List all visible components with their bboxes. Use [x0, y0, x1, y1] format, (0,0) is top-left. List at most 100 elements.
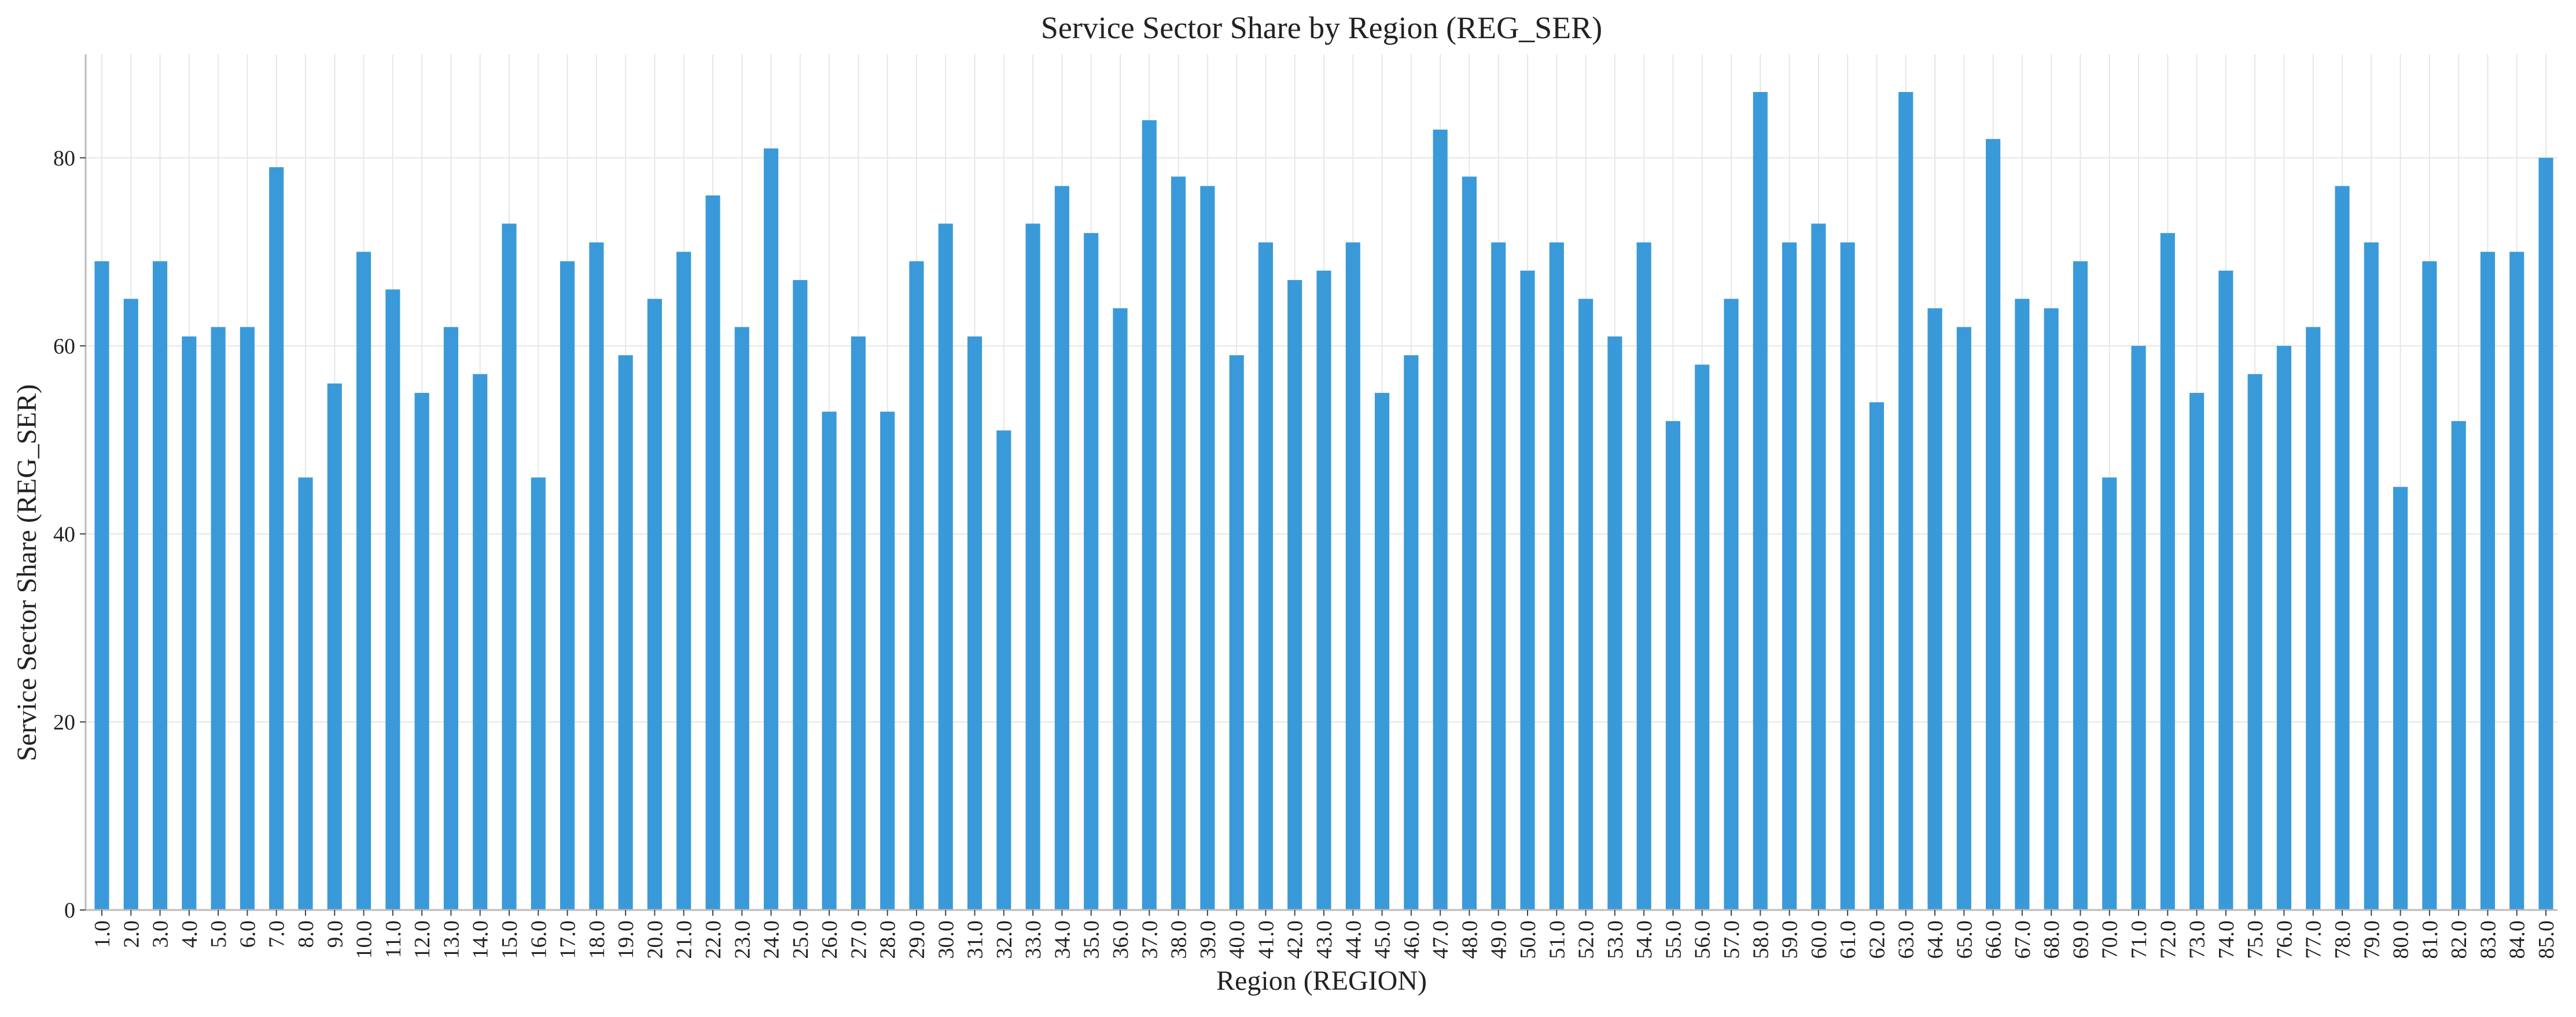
x-tick-label-15: 16.0: [527, 920, 551, 959]
bar-20.0: [647, 299, 662, 910]
bar-68.0: [2044, 308, 2059, 910]
bar-17.0: [560, 261, 575, 910]
x-tick-label-13: 14.0: [469, 920, 493, 959]
x-tick-label-58: 59.0: [1778, 920, 1802, 959]
bar-81.0: [2422, 261, 2437, 910]
x-tick-label-9: 10.0: [352, 920, 377, 959]
bar-34.0: [1054, 186, 1069, 910]
y-tick-label-4: 80: [53, 146, 75, 171]
x-tick-label-50: 51.0: [1545, 920, 1569, 959]
bar-37.0: [1142, 120, 1157, 910]
bar-66.0: [1986, 139, 2001, 911]
bar-25.0: [793, 280, 808, 911]
bar-6.0: [240, 327, 255, 910]
bar-38.0: [1171, 176, 1186, 911]
bar-21.0: [676, 252, 691, 911]
bar-71.0: [2131, 345, 2146, 910]
bar-30.0: [938, 223, 953, 910]
x-tick-label-44: 45.0: [1371, 920, 1395, 959]
x-tick-label-29: 30.0: [934, 920, 958, 959]
bar-31.0: [967, 336, 982, 910]
x-tick-label-30: 31.0: [963, 920, 988, 959]
bar-78.0: [2335, 186, 2350, 910]
bar-15.0: [502, 223, 517, 910]
x-tick-label-79: 80.0: [2389, 920, 2413, 959]
bar-52.0: [1578, 299, 1594, 910]
x-tick-label-20: 21.0: [672, 920, 697, 959]
x-tick-label-14: 15.0: [498, 920, 522, 959]
bar-46.0: [1404, 355, 1419, 910]
x-tick-label-36: 37.0: [1138, 920, 1162, 959]
bar-50.0: [1520, 270, 1535, 910]
x-tick-label-26: 27.0: [847, 920, 871, 959]
bar-77.0: [2306, 327, 2321, 910]
bar-19.0: [618, 355, 633, 910]
x-tick-label-57: 58.0: [1749, 920, 1773, 959]
x-tick-label-3: 4.0: [178, 920, 202, 948]
bar-63.0: [1898, 92, 1913, 910]
bar-29.0: [909, 261, 924, 910]
bar-16.0: [531, 477, 546, 910]
bar-42.0: [1287, 280, 1302, 911]
bar-64.0: [1927, 308, 1942, 910]
bar-9.0: [327, 383, 342, 910]
x-tick-label-43: 44.0: [1341, 920, 1366, 959]
x-tick-label-60: 61.0: [1836, 920, 1860, 959]
bar-65.0: [1956, 327, 1971, 910]
x-tick-label-74: 75.0: [2243, 920, 2268, 959]
bar-84.0: [2509, 252, 2525, 911]
bar-73.0: [2189, 393, 2205, 910]
x-tick-label-70: 71.0: [2127, 920, 2151, 959]
x-tick-label-53: 54.0: [1632, 920, 1657, 959]
x-tick-label-11: 12.0: [410, 920, 435, 959]
y-tick-label-0: 0: [64, 898, 75, 923]
x-tick-label-24: 25.0: [789, 920, 813, 959]
y-tick-label-2: 40: [53, 522, 75, 547]
x-tick-label-84: 85.0: [2534, 920, 2559, 959]
x-tick-label-5: 6.0: [235, 920, 260, 948]
bar-4.0: [182, 336, 197, 910]
x-tick-label-28: 29.0: [905, 920, 929, 959]
bar-56.0: [1695, 364, 1710, 910]
x-tick-label-12: 13.0: [439, 920, 463, 959]
bar-5.0: [211, 327, 226, 910]
x-tick-label-76: 77.0: [2302, 920, 2326, 959]
bar-11.0: [385, 289, 400, 910]
x-tick-label-17: 18.0: [585, 920, 609, 959]
x-tick-label-7: 8.0: [294, 920, 318, 948]
x-tick-label-56: 57.0: [1720, 920, 1744, 959]
x-tick-label-34: 35.0: [1080, 920, 1104, 959]
x-tick-label-19: 20.0: [643, 920, 667, 959]
bar-32.0: [996, 430, 1011, 910]
bar-49.0: [1491, 242, 1506, 910]
x-tick-label-25: 26.0: [818, 920, 842, 959]
x-tick-label-1: 2.0: [119, 920, 143, 948]
axes: [84, 54, 2557, 911]
bar-40.0: [1229, 355, 1244, 910]
bar-44.0: [1345, 242, 1360, 910]
x-tick-label-46: 47.0: [1429, 920, 1453, 959]
x-tick-label-47: 48.0: [1458, 920, 1482, 959]
x-tick-label-64: 65.0: [1952, 920, 1977, 959]
bar-74.0: [2218, 270, 2233, 910]
bar-10.0: [356, 252, 371, 911]
bar-67.0: [2015, 299, 2030, 910]
x-tick-label-83: 84.0: [2505, 920, 2530, 959]
bar-18.0: [589, 242, 604, 910]
bar-35.0: [1084, 233, 1099, 910]
bar-61.0: [1840, 242, 1855, 910]
x-tick-label-73: 74.0: [2214, 920, 2239, 959]
chart-title: Service Sector Share by Region (REG_SER): [1041, 10, 1602, 45]
bar-7.0: [269, 167, 284, 910]
x-tick-label-49: 50.0: [1516, 920, 1540, 959]
x-tick-label-16: 17.0: [556, 920, 580, 959]
x-tick-label-2: 3.0: [149, 920, 173, 948]
x-tick-label-72: 73.0: [2185, 920, 2210, 959]
x-ticks: 1.0 2.0 3.0 4.0 5.0 6.0 7.0 8.0 9.0 10.0 11.0 12.0 1…: [90, 910, 2559, 959]
bar-2.0: [123, 299, 138, 910]
bar-85.0: [2538, 157, 2553, 910]
x-tick-label-68: 69.0: [2069, 920, 2093, 959]
x-tick-label-82: 83.0: [2476, 920, 2500, 959]
